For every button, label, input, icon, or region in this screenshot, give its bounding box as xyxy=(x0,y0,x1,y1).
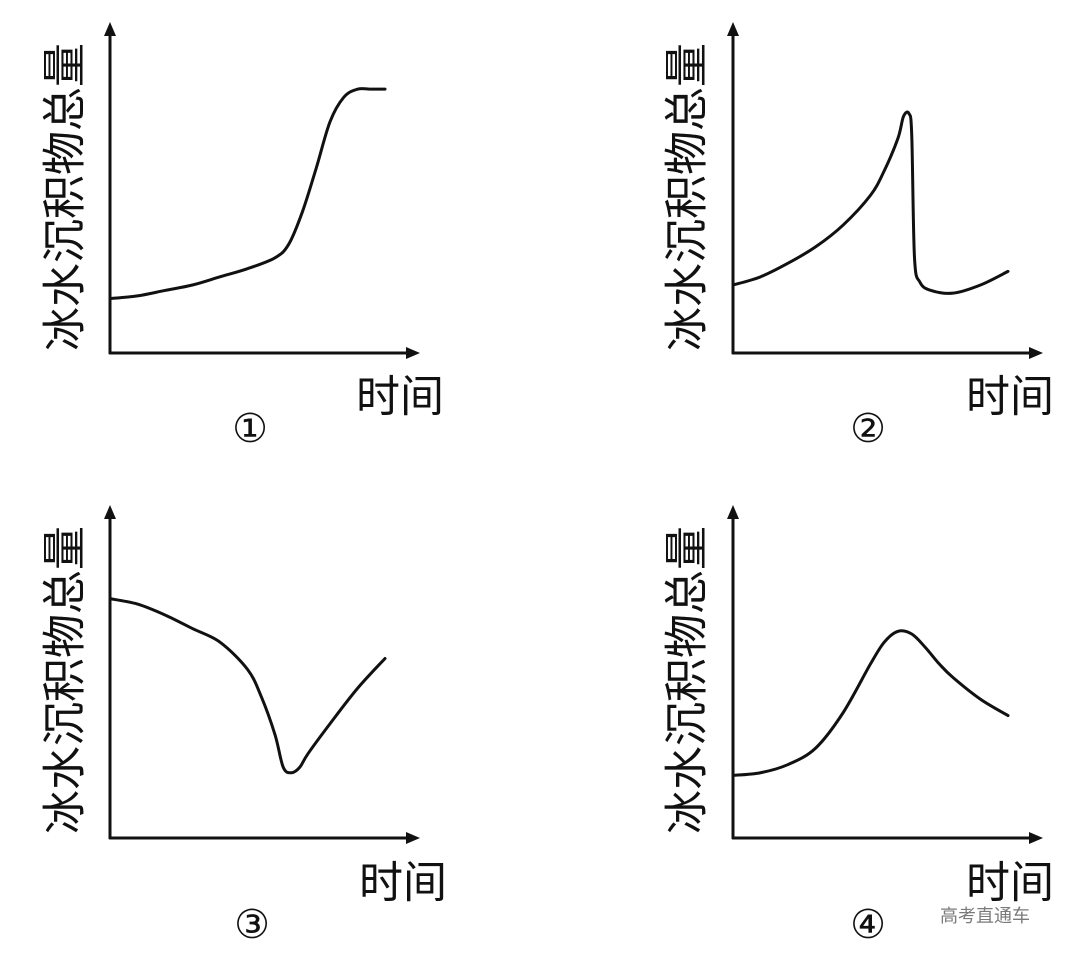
watermark-text: 高考直通车 xyxy=(940,906,1030,927)
y-axis-label: 冰水沉积物总量 xyxy=(40,526,91,834)
chart-panel-3: 时间 冰水沉积物总量 ③ xyxy=(40,505,447,948)
x-axis-label: 时间 xyxy=(966,858,1054,909)
y-axis-arrow xyxy=(727,22,739,36)
series-line xyxy=(731,629,1010,777)
chart-panel-2: 时间 冰水沉积物总量 ② xyxy=(662,22,1054,452)
panel-number-label: ① xyxy=(232,406,268,452)
y-axis-arrow xyxy=(104,505,116,519)
y-axis-arrow xyxy=(727,505,739,519)
y-axis-label: 冰水沉积物总量 xyxy=(662,43,713,351)
y-axis-arrow xyxy=(104,22,116,36)
x-axis-arrow xyxy=(406,347,420,359)
x-axis-label: 时间 xyxy=(359,858,447,909)
chart-panel-4: 时间 冰水沉积物总量 ④ xyxy=(662,505,1054,948)
series-line xyxy=(731,110,1010,295)
y-axis-label: 冰水沉积物总量 xyxy=(40,43,91,351)
series-line xyxy=(108,597,387,775)
panel-number-label: ② xyxy=(850,406,886,452)
x-axis-arrow xyxy=(1029,347,1043,359)
panel-number-label: ③ xyxy=(234,902,270,948)
panel-number-label: ④ xyxy=(850,902,886,948)
x-axis-label: 时间 xyxy=(966,372,1054,423)
x-axis-arrow xyxy=(406,832,420,844)
x-axis-arrow xyxy=(1029,832,1043,844)
y-axis-label: 冰水沉积物总量 xyxy=(662,526,713,834)
series-line xyxy=(108,87,387,301)
x-axis-label: 时间 xyxy=(356,372,444,423)
chart-panel-1: 时间 冰水沉积物总量 ① xyxy=(40,22,444,452)
